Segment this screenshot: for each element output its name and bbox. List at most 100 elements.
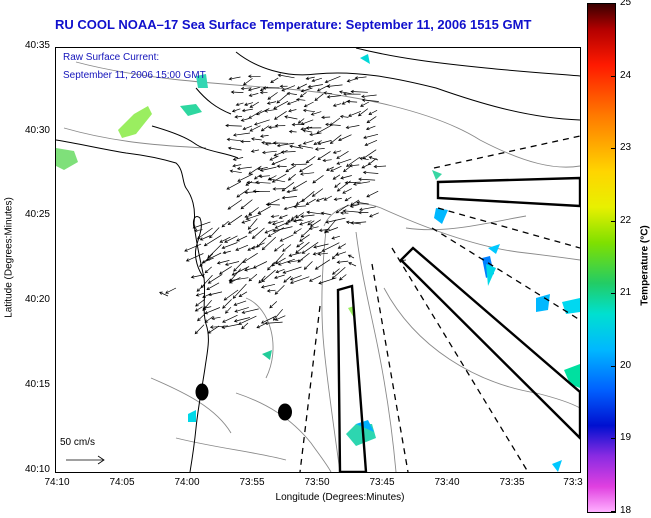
colorbar-tick-label: 25 — [620, 0, 632, 8]
arrow-icon — [356, 200, 369, 205]
sst-patch — [56, 148, 78, 170]
arrow-icon — [266, 198, 280, 206]
arrow-icon — [227, 199, 243, 210]
arrow-icon — [237, 173, 254, 182]
arrow-icon — [321, 242, 340, 252]
arrow-icon — [248, 165, 262, 175]
arrow-icon — [224, 261, 240, 266]
arrow-icon — [343, 165, 352, 173]
sst-patch — [348, 306, 354, 318]
arrow-icon — [342, 188, 352, 194]
arrow-icon — [228, 277, 249, 283]
arrow-icon — [256, 108, 270, 116]
sst-patch — [188, 410, 196, 422]
arrow-icon — [332, 150, 342, 154]
arrow-icon — [207, 244, 222, 259]
arrow-icon — [350, 89, 368, 94]
arrow-icon — [336, 180, 351, 192]
arrow-icon — [268, 177, 286, 183]
arrow-icon — [325, 227, 339, 233]
transect-line — [433, 135, 580, 169]
arrow-icon — [358, 210, 369, 215]
arrow-icon — [281, 85, 296, 92]
arrow-icon — [311, 77, 323, 83]
arrow-icon — [295, 212, 305, 219]
arrow-icon — [264, 108, 278, 113]
arrow-icon — [165, 287, 177, 294]
arrow-icon — [264, 142, 279, 146]
arrow-icon — [204, 307, 221, 315]
arrow-icon — [235, 102, 244, 107]
contour-line — [323, 203, 580, 261]
arrow-icon — [208, 291, 223, 297]
arrow-icon — [240, 139, 251, 144]
arrow-icon — [259, 166, 277, 172]
arrow-icon — [286, 91, 297, 96]
arrow-icon — [247, 74, 261, 79]
arrow-icon — [322, 158, 332, 163]
arrow-icon — [359, 156, 369, 161]
arrow-icon — [235, 244, 249, 251]
arrow-icon — [253, 119, 270, 126]
arrow-icon — [352, 181, 371, 186]
arrow-icon — [236, 188, 250, 198]
arrow-icon — [241, 322, 249, 330]
arrow-icon — [247, 218, 258, 230]
colorbar-tick-mark — [611, 438, 615, 440]
arrow-icon — [299, 234, 310, 242]
arrow-icon — [233, 317, 250, 323]
arrow-icon — [230, 90, 244, 94]
arrow-icon — [337, 243, 346, 249]
x-tick-label: 73:45 — [369, 477, 395, 488]
arrow-icon — [340, 175, 352, 180]
arrow-icon — [232, 283, 247, 299]
arrow-icon — [299, 220, 312, 226]
sst-patch — [488, 244, 500, 254]
colorbar-tick-label: 23 — [620, 142, 632, 154]
arrow-icon — [361, 94, 377, 99]
arrow-icon — [300, 87, 313, 93]
arrow-icon — [258, 275, 266, 284]
sst-patch — [536, 294, 550, 312]
arrow-icon — [302, 129, 313, 133]
contour-line — [383, 287, 580, 409]
arrow-icon — [307, 84, 323, 89]
arrow-icon — [232, 157, 244, 161]
arrow-icon — [295, 198, 305, 205]
arrow-icon — [206, 282, 220, 290]
arrow-icon — [323, 91, 333, 95]
arrow-icon — [310, 111, 322, 116]
contour-line — [63, 127, 207, 149]
arrow-icon — [231, 108, 241, 113]
arrow-icon — [318, 277, 337, 285]
arrow-icon — [347, 254, 355, 259]
arrow-icon — [250, 149, 260, 153]
arrow-icon — [267, 220, 278, 225]
contour-line — [175, 437, 287, 461]
contour-line — [150, 377, 232, 434]
arrow-icon — [314, 147, 325, 151]
contour-line — [321, 229, 341, 472]
arrow-icon — [266, 101, 277, 105]
arrow-icon — [270, 77, 279, 83]
arrow-icon — [308, 226, 319, 230]
sandy-hook — [193, 215, 205, 279]
arrow-icon — [302, 108, 316, 113]
map-title: RU COOL NOAA–17 Sea Surface Temperature:… — [55, 17, 532, 32]
arrow-icon — [207, 274, 222, 284]
arrow-icon — [302, 140, 314, 145]
sst-patch — [356, 420, 374, 432]
arrow-icon — [308, 275, 322, 282]
arrow-icon — [197, 314, 205, 322]
arrow-icon — [194, 306, 203, 312]
colorbar-tick-label: 22 — [620, 214, 632, 226]
arrow-icon — [231, 266, 250, 276]
arrow-icon — [224, 235, 238, 243]
colorbar-tick-mark — [611, 511, 615, 512]
sst-patches — [56, 54, 580, 472]
sst-patch — [118, 106, 152, 138]
arrow-icon — [340, 211, 349, 215]
arrow-icon — [363, 133, 379, 140]
arrow-icon — [259, 90, 268, 95]
arrow-icon — [258, 174, 270, 179]
